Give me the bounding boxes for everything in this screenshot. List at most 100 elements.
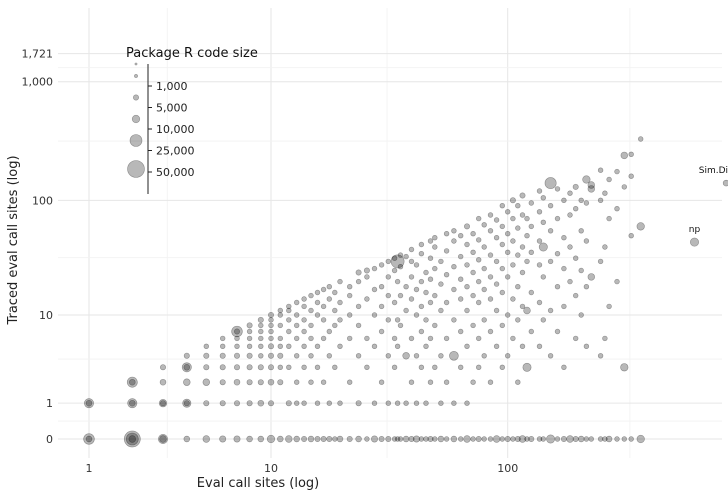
data-point [203,400,210,407]
data-point [536,209,543,215]
data-point [337,343,343,349]
data-point [355,322,362,329]
data-point [470,249,476,256]
data-point [202,435,211,443]
data-point [268,312,274,318]
data-point [277,343,283,349]
data-point [347,335,353,342]
data-point [458,328,464,335]
data-point [554,436,561,442]
data-point [515,379,521,385]
data-point [510,436,516,442]
data-point [267,378,275,386]
data-point [499,241,505,248]
data-point [476,237,482,243]
data-point [567,212,573,218]
data-point [572,335,579,342]
data-point [397,292,404,299]
data-point [301,317,307,323]
data-point [614,278,620,285]
data-point [514,436,521,442]
data-point [347,312,353,318]
data-point [160,400,166,407]
data-point [493,343,500,349]
data-point [371,343,378,349]
data-point [481,265,487,272]
data-point [337,317,343,323]
data-point [277,312,283,318]
data-point [449,350,459,361]
data-point [544,177,557,190]
data-point [438,281,444,287]
data-point [301,364,307,370]
data-point [203,352,210,359]
y-tick-label: 1,000 [22,76,54,89]
data-point [413,400,420,406]
data-point [628,233,634,239]
data-point [258,353,264,359]
data-point [561,197,567,204]
data-point [437,435,445,443]
data-point [314,400,321,406]
data-point [464,400,470,406]
data-point [528,200,534,206]
data-point [258,335,264,342]
data-point [286,303,292,310]
data-point [554,215,561,222]
data-point [572,255,579,261]
data-point [578,197,584,204]
data-point [371,435,378,443]
data-point [470,322,476,329]
data-point [567,190,573,196]
data-point [458,296,464,302]
data-point [481,353,487,359]
data-point [481,244,487,250]
data-point [258,328,264,335]
data-point [385,353,391,359]
data-point [621,436,627,442]
data-point [234,352,240,359]
data-point [363,267,370,274]
data-point [536,436,543,442]
data-point [355,353,362,359]
point-annotations: VGAMSim.DiffProcnp [689,166,728,235]
data-point [510,262,516,268]
data-point [505,312,511,318]
data-point [587,185,595,193]
data-point [355,269,362,276]
data-point [301,343,307,349]
data-point [637,136,644,142]
data-point [234,328,240,335]
data-point [524,436,530,442]
data-point [308,335,314,342]
data-point [301,400,307,406]
data-point [561,364,567,370]
data-point [408,296,415,302]
data-point [464,241,470,248]
data-point [432,436,438,442]
data-point [182,398,192,408]
data-point [614,168,620,175]
data-point [246,322,253,329]
data-point [515,317,521,323]
data-point [234,364,240,371]
data-point [578,312,584,318]
data-point [203,343,210,349]
data-point [126,376,138,388]
data-point [308,353,314,359]
data-point [183,364,191,371]
data-point [423,436,429,442]
data-point [385,274,391,280]
data-point [475,436,482,442]
data-point [464,307,470,314]
data-point [464,343,470,349]
data-point [391,335,398,342]
data-point [326,436,333,442]
data-point [320,335,327,342]
data-point [391,364,398,370]
data-point [277,307,283,314]
data-point [314,343,321,349]
data-point [481,317,487,323]
data-point [582,175,591,184]
data-point [432,235,438,241]
